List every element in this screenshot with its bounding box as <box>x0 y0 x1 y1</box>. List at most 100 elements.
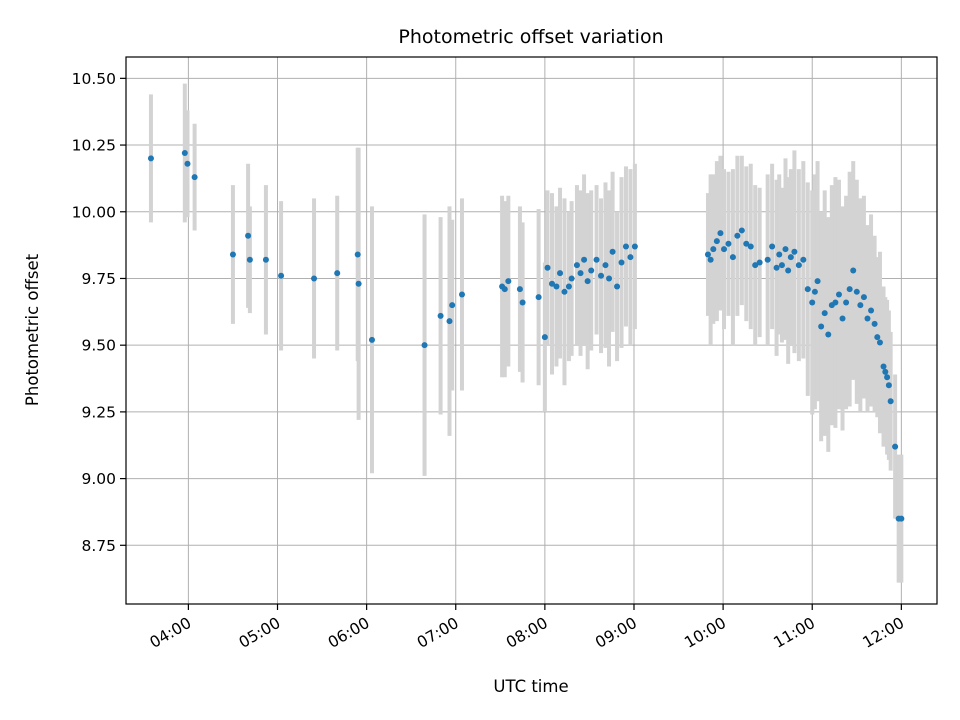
data-point <box>832 299 839 306</box>
data-point <box>764 256 771 263</box>
data-point <box>729 254 736 261</box>
y-axis-label: Photometric offset <box>23 253 42 406</box>
data-point <box>785 267 792 274</box>
data-point <box>437 312 444 319</box>
data-point <box>835 291 842 298</box>
data-point <box>229 251 236 258</box>
data-point <box>884 374 891 381</box>
y-axis-ticks: 8.75 9.00 9.25 9.50 9.75 10.00 10.25 10.50 <box>72 70 126 555</box>
data-point <box>535 294 542 301</box>
y-tick-label: 9.25 <box>81 403 116 421</box>
data-point <box>593 256 600 263</box>
data-point <box>581 256 588 263</box>
data-point <box>782 246 789 253</box>
data-point <box>860 294 867 301</box>
y-tick-label: 10.50 <box>72 70 116 88</box>
data-point <box>598 272 605 279</box>
data-point <box>710 246 717 253</box>
data-point <box>868 307 875 314</box>
data-point <box>738 227 745 234</box>
data-point <box>565 283 572 290</box>
data-point <box>354 251 361 258</box>
data-point <box>880 363 887 370</box>
data-point <box>368 336 375 343</box>
plot-frame <box>125 56 938 605</box>
grid <box>126 57 937 604</box>
data-point <box>871 320 878 327</box>
data-point <box>246 256 253 263</box>
y-tick-label: 9.50 <box>81 337 116 355</box>
data-point <box>776 251 783 258</box>
data-point <box>245 232 252 239</box>
data-point <box>791 248 798 255</box>
data-point <box>584 278 591 285</box>
data-point <box>577 270 584 277</box>
data-point <box>147 155 154 162</box>
data-point <box>541 334 548 341</box>
data-point <box>278 272 285 279</box>
data-point <box>606 275 613 282</box>
data-point <box>725 240 732 247</box>
data-point <box>885 382 892 389</box>
data-point <box>734 232 741 239</box>
data-points <box>147 150 905 522</box>
data-point <box>588 267 595 274</box>
data-point <box>804 286 811 293</box>
data-point <box>857 302 864 309</box>
chart-title: Photometric offset variation <box>398 26 663 48</box>
y-tick-label: 9.75 <box>81 270 116 288</box>
data-point <box>853 288 860 295</box>
data-point <box>573 262 580 269</box>
data-point <box>752 262 759 269</box>
data-point <box>825 331 832 338</box>
data-point <box>839 315 846 322</box>
data-point <box>516 286 523 293</box>
data-point <box>622 243 629 250</box>
x-axis-label: UTC time <box>493 677 568 696</box>
data-point <box>876 339 883 346</box>
data-point <box>609 248 616 255</box>
data-point <box>449 302 456 309</box>
data-point <box>892 443 899 450</box>
data-point <box>355 280 362 287</box>
data-point <box>874 334 881 341</box>
data-point <box>821 310 828 317</box>
data-point <box>191 174 198 181</box>
data-point <box>184 160 191 167</box>
data-point <box>818 323 825 330</box>
data-point <box>458 291 465 298</box>
data-point <box>747 243 754 250</box>
data-point <box>568 275 575 282</box>
data-point <box>778 262 785 269</box>
data-point <box>846 286 853 293</box>
data-point <box>627 254 634 261</box>
data-point <box>787 254 794 261</box>
data-point <box>544 264 551 271</box>
data-point <box>756 259 763 266</box>
data-point <box>519 299 526 306</box>
y-tick-label: 10.00 <box>72 203 116 221</box>
data-point <box>262 256 269 263</box>
data-point <box>814 278 821 285</box>
data-point <box>614 283 621 290</box>
data-point <box>631 243 638 250</box>
y-tick-label: 8.75 <box>81 537 116 555</box>
data-point <box>773 264 780 271</box>
data-point <box>181 150 188 157</box>
data-point <box>713 238 720 245</box>
data-point <box>553 283 560 290</box>
data-point <box>843 299 850 306</box>
data-point <box>809 299 816 306</box>
data-point <box>898 515 905 522</box>
data-point <box>811 288 818 295</box>
data-point <box>548 280 555 287</box>
data-point <box>717 230 724 237</box>
data-point <box>704 251 711 258</box>
data-point <box>721 246 728 253</box>
y-tick-label: 10.25 <box>72 137 116 155</box>
data-point <box>850 267 857 274</box>
y-tick-label: 9.00 <box>81 470 116 488</box>
data-point <box>501 286 508 293</box>
data-point <box>618 259 625 266</box>
